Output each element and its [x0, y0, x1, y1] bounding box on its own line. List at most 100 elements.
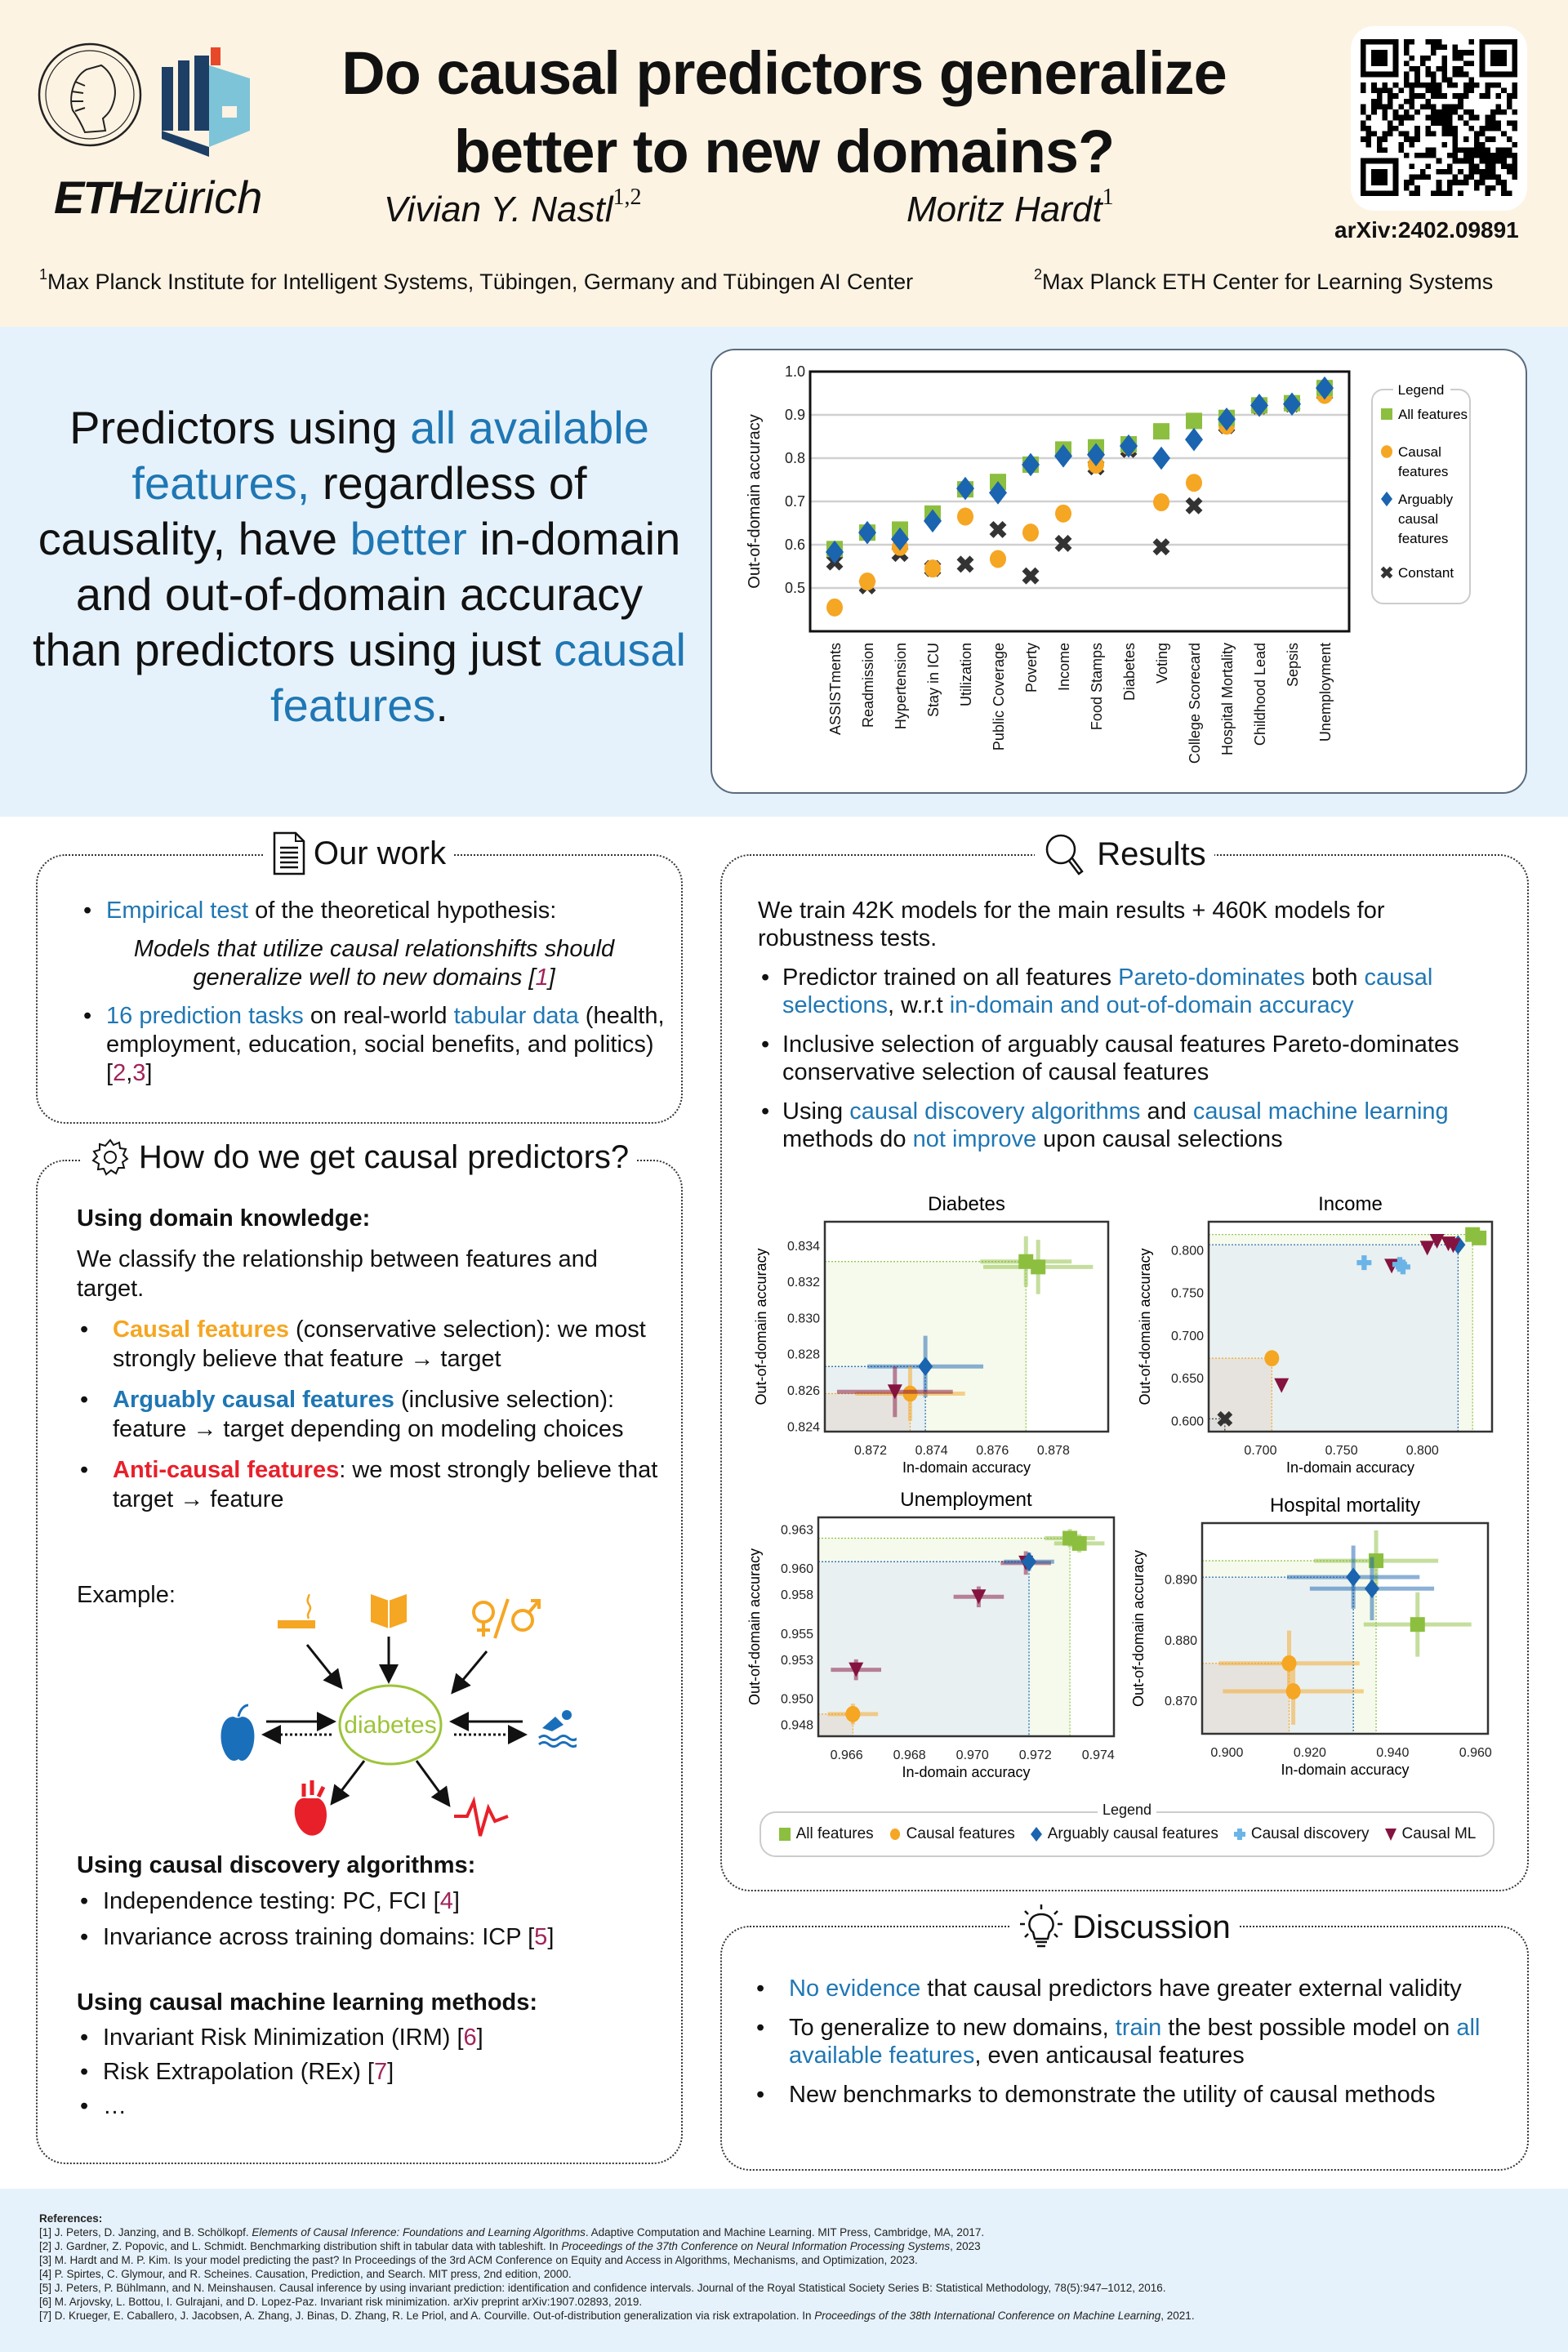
ood-accuracy-chart: 0.5 0.6 0.7 0.8 0.9 1.0 Out-of-domain accuracy… [746, 363, 1471, 764]
marker [1410, 1617, 1425, 1633]
reference-item: [2] J. Gardner, Z. Popovic, and L. Schmi… [39, 2240, 981, 2252]
y-tick-label: 0.800 [1171, 1244, 1204, 1258]
data-point [924, 509, 942, 533]
chart-title: Unemployment [900, 1489, 1032, 1511]
legend-causal-discovery: Causal discovery [1233, 1825, 1370, 1843]
key-claim-band: Predictors using all available features,… [0, 327, 1568, 817]
x-tick-label: 0.974 [1082, 1748, 1115, 1762]
legend-title: Legend [1398, 382, 1445, 398]
x-tick-label: 0.874 [915, 1444, 948, 1458]
results-intro: We train 42K models for the main results… [758, 898, 1385, 951]
data-point [1274, 1378, 1290, 1393]
plot-frame [808, 370, 1351, 633]
our-work-bullet: 16 prediction tasks on real-world tabula… [80, 1002, 668, 1088]
reference-item: [3] M. Hardt and M. P. Kim. Is your mode… [39, 2254, 918, 2266]
diamond-marker-icon [1381, 491, 1392, 507]
list-item: Invariance across training domains: ICP … [77, 1923, 665, 1951]
discussion-bullet: No evidence that causal predictors have … [753, 1975, 1504, 2002]
legend-label: All features [1398, 407, 1468, 422]
shared-legend: Legend All features Causal features Argu… [760, 1802, 1494, 1857]
data-point [957, 507, 973, 526]
circle-marker-icon [1381, 445, 1392, 458]
data-point [1153, 493, 1169, 512]
discussion-bullet: New benchmarks to demonstrate the utilit… [753, 2081, 1504, 2109]
legend-entry: Causal features [1381, 444, 1448, 479]
data-point [989, 481, 1007, 505]
diabetes-causal-diagram: diabetes [220, 1594, 577, 1837]
triangle-marker-icon [1384, 1829, 1396, 1841]
marker [1472, 1230, 1487, 1245]
domain-knowledge-text: We classify the relationship between fea… [77, 1246, 598, 1302]
causal-features-bullet: Causal features (conservative selection)… [77, 1315, 665, 1374]
data-point [1250, 394, 1268, 417]
gender-icon [472, 1598, 541, 1639]
y-tick-label: 0.824 [787, 1420, 820, 1434]
results-bullet: Inclusive selection of arguably causal f… [758, 1031, 1501, 1086]
x-axis-label: In-domain accuracy [902, 1764, 1030, 1780]
heart-icon [294, 1780, 327, 1836]
legend-all-features: All features [778, 1825, 874, 1843]
marker [1217, 1410, 1233, 1427]
data-point [1446, 1238, 1461, 1254]
x-marker-icon [1380, 566, 1393, 579]
x-tick-label: 0.972 [1019, 1748, 1052, 1762]
references: References: [1] J. Peters, D. Janzing, a… [39, 2212, 1542, 2323]
y-tick-label: 0.5 [785, 580, 805, 596]
max-planck-logo [38, 42, 142, 147]
data-point [989, 520, 1007, 538]
list-item: … [77, 2093, 665, 2119]
y-tick-label: 0.826 [787, 1384, 820, 1398]
our-work-bullet: Empirical test of the theoretical hypoth… [80, 897, 668, 925]
legend-entry: All features [1381, 407, 1468, 422]
x-tick-label: Hypertension [893, 643, 909, 729]
income-pareto-chart: Income 0.700 0.750 0.800 0.600 0.650 0.700 0.75… [1137, 1193, 1494, 1476]
main-chart-card: 0.5 0.6 0.7 0.8 0.9 1.0 Out-of-domain accuracy… [710, 349, 1527, 794]
x-tick-label: Unemployment [1317, 643, 1334, 742]
y-tick-label: 0.948 [781, 1719, 813, 1733]
data-point [1309, 1557, 1435, 1620]
data-point [836, 1366, 953, 1418]
exercise-swimming-icon [538, 1710, 577, 1748]
y-axis-label: Out-of-domain accuracy [1137, 1248, 1153, 1405]
references-heading: References: [39, 2212, 103, 2225]
data-point [1152, 446, 1170, 470]
data-point [1152, 538, 1170, 556]
smoking-icon [278, 1594, 315, 1628]
diabetes-node [338, 1684, 443, 1766]
y-tick-label: 0.828 [787, 1348, 820, 1362]
data-point [953, 1586, 1004, 1608]
hospital-mortality-pareto-chart: Hospital mortality 0.900 0.920 0.940 0.960 0.… [1130, 1494, 1492, 1778]
y-tick-label: 0.955 [781, 1628, 813, 1642]
legend-title: Legend [1097, 1802, 1157, 1818]
y-tick-label: 0.650 [1171, 1372, 1204, 1386]
marker [1346, 1567, 1361, 1587]
results-heading: Results [1097, 835, 1206, 872]
domain-knowledge-heading: Using domain knowledge: [77, 1205, 371, 1232]
x-axis-label: In-domain accuracy [1281, 1762, 1409, 1778]
plus-marker-icon [1233, 1829, 1245, 1840]
results-bullet: Predictor trained on all features Pareto… [758, 964, 1501, 1019]
data-point [859, 572, 875, 591]
legend-label: features [1398, 531, 1448, 546]
reference-item: [7] D. Krueger, E. Caballero, J. Jacobse… [39, 2310, 1195, 2322]
plot-frame [817, 1516, 1116, 1738]
data-point [1004, 1552, 1054, 1571]
y-tick-label: 0.958 [781, 1588, 813, 1602]
qr-code[interactable] [1351, 26, 1527, 211]
arxiv-id[interactable]: arXiv:2402.09891 [1334, 217, 1519, 243]
x-tick-label: Hospital Mortality [1219, 643, 1236, 755]
y-tick-label: 0.700 [1171, 1330, 1204, 1343]
plot-frame [823, 1220, 1110, 1433]
data-point [1419, 1241, 1435, 1256]
y-tick-label: 0.6 [785, 537, 805, 553]
chart-title: Income [1318, 1193, 1383, 1215]
anti-causal-bullet: Anti-causal features: we most strongly b… [77, 1455, 665, 1514]
key-claim-text: Predictors using all available features,… [33, 402, 686, 731]
unemployment-pareto-chart: Unemployment 0.966 0.968 0.970 0.972 0.974 0.9… [746, 1489, 1116, 1780]
x-tick-label: Sepsis [1285, 643, 1301, 687]
data-point [1363, 1592, 1472, 1657]
x-tick-label: Stay in ICU [925, 643, 942, 717]
data-point [1186, 412, 1202, 430]
x-tick-label: 0.872 [854, 1444, 887, 1458]
legend-entry: Constant [1380, 565, 1454, 581]
